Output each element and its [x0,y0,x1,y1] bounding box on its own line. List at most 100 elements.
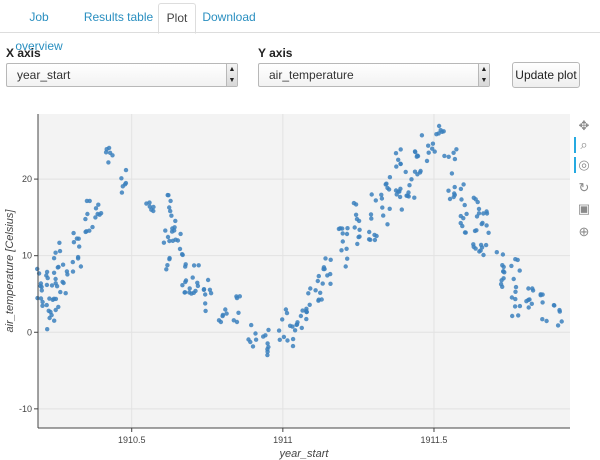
data-point [70,269,76,274]
data-point [71,230,76,236]
x-axis-select[interactable]: year_start ▲ ▼ [6,63,238,87]
data-point [372,237,378,243]
data-point [458,186,464,192]
data-point [83,229,88,235]
data-point [474,228,479,233]
data-point [515,257,520,263]
data-point [308,286,313,291]
plot-area[interactable] [38,114,570,428]
data-point [316,273,321,279]
data-point [53,276,58,282]
data-point [190,275,195,280]
data-point [323,256,328,261]
data-point [353,212,359,217]
data-point [163,228,168,233]
data-point [426,150,431,155]
tab-results-table[interactable]: Results table [83,10,154,24]
tab-job-overview[interactable]: Job overview [15,10,63,53]
data-point [165,192,170,198]
data-point [83,216,88,222]
data-point [526,286,531,291]
data-point [384,181,389,186]
data-point [321,265,327,270]
data-point [419,133,425,138]
grid-lines [38,114,570,428]
data-point [208,291,214,296]
save-icon[interactable]: ▣ [577,201,591,216]
tab-download[interactable]: Download [202,10,256,24]
y-axis-select[interactable]: air_temperature ▲ ▼ [258,63,490,87]
hover-icon[interactable]: ⊕ [578,224,590,239]
data-point [385,222,390,227]
data-point [369,192,374,197]
data-point [477,249,482,254]
data-point [35,266,40,272]
data-point [304,309,309,315]
data-point [513,296,518,302]
data-point [480,220,485,226]
data-point [203,301,208,306]
data-point [476,211,482,216]
data-point [530,286,535,291]
data-point [123,180,129,186]
y-tick-label: -10 [19,404,32,414]
data-point [47,315,52,321]
wheel-zoom-icon[interactable]: ◎ [574,157,592,173]
data-point [313,288,318,293]
data-point [38,296,44,301]
data-point [381,213,386,218]
data-point [147,200,152,205]
data-point [449,171,455,176]
reset-icon[interactable]: ↻ [578,180,590,195]
data-point [458,220,463,226]
data-point [484,211,490,216]
data-point [75,254,81,260]
update-plot-button[interactable]: Update plot [512,62,580,88]
data-point [367,229,372,235]
data-point [203,308,208,314]
data-point [512,304,518,309]
tab-plot[interactable]: Plot [158,3,196,34]
data-point [476,206,482,212]
data-point [283,307,289,312]
data-point [352,225,357,230]
data-point [51,270,57,275]
data-point [280,317,285,322]
data-point [307,302,312,307]
data-point [167,205,172,210]
data-point [95,211,100,217]
data-point [498,282,504,287]
data-point [57,240,62,245]
data-point [55,265,60,270]
data-point [473,246,478,251]
data-point [354,216,360,222]
data-point [63,291,68,296]
data-point [70,259,76,265]
data-point [164,267,169,272]
data-point [201,287,207,292]
data-point [513,289,518,294]
data-point [172,225,177,230]
data-point [471,242,476,247]
data-point [306,291,311,296]
box-zoom-icon[interactable]: ⌕ [574,137,592,153]
data-point [224,311,229,316]
data-point [552,303,557,308]
data-point [265,341,270,346]
data-point [40,299,45,305]
scatter-plot[interactable]: 1910.519111911.519121912.519131913.5-100… [0,110,572,460]
y-axis-title: air_temperature [Celsius] [4,209,16,333]
data-point [357,234,362,239]
data-point [430,146,435,151]
data-point [265,352,270,358]
data-point [191,263,197,268]
data-point [426,143,431,148]
data-point [161,240,167,245]
data-point [442,153,447,159]
data-point [253,337,259,342]
pan-icon[interactable]: ✥ [578,118,590,133]
data-point [173,218,178,224]
y-axis-label: Y axis [258,46,293,60]
data-point [451,150,456,155]
data-point [483,242,489,248]
